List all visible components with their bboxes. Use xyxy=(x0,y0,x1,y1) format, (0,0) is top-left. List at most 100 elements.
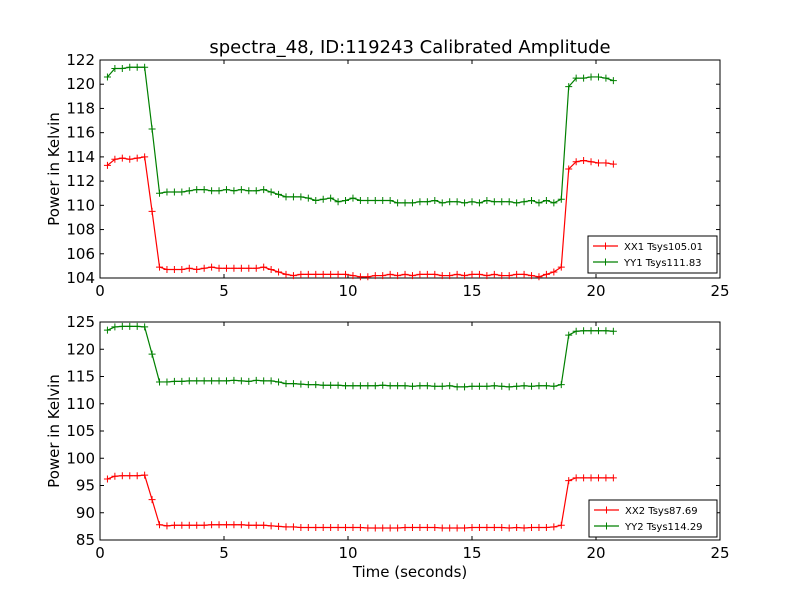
data-point xyxy=(535,523,543,531)
data-point xyxy=(468,523,476,531)
data-point xyxy=(245,377,253,385)
x-axis-label: Time (seconds) xyxy=(352,563,468,581)
data-point xyxy=(319,381,327,389)
data-point xyxy=(304,381,312,389)
data-point xyxy=(498,382,506,390)
data-point xyxy=(148,496,156,504)
data-point xyxy=(386,382,394,390)
data-point xyxy=(557,263,565,271)
data-point xyxy=(170,521,178,529)
data-point xyxy=(401,270,409,278)
x-tick-label: 25 xyxy=(710,544,729,562)
data-point xyxy=(200,186,208,194)
data-point xyxy=(565,165,573,173)
data-point xyxy=(193,266,201,274)
data-point xyxy=(520,382,528,390)
data-point xyxy=(334,523,342,531)
data-point xyxy=(408,199,416,207)
legend-label: YY1 Tsys111.83 xyxy=(623,258,702,269)
data-point xyxy=(609,327,617,335)
data-point xyxy=(334,198,342,206)
data-point xyxy=(327,194,335,202)
data-point xyxy=(312,523,320,531)
data-point xyxy=(572,74,580,82)
data-point xyxy=(133,472,141,480)
data-point xyxy=(431,270,439,278)
y-tick-label: 112 xyxy=(66,172,95,190)
data-point xyxy=(475,523,483,531)
data-point xyxy=(156,521,164,529)
data-point xyxy=(490,523,498,531)
data-point xyxy=(260,186,268,194)
y-tick-label: 122 xyxy=(66,51,95,69)
data-point xyxy=(356,523,364,531)
data-point xyxy=(609,160,617,168)
data-point xyxy=(126,322,134,330)
data-point xyxy=(200,264,208,272)
data-point xyxy=(386,524,394,532)
data-point xyxy=(126,472,134,480)
data-point xyxy=(542,196,550,204)
data-point xyxy=(587,73,595,81)
data-point xyxy=(572,474,580,482)
data-point xyxy=(550,382,558,390)
data-point xyxy=(334,381,342,389)
data-point xyxy=(423,270,431,278)
data-point xyxy=(557,195,565,203)
legend-label: XX1 Tsys105.01 xyxy=(624,242,703,253)
data-point xyxy=(408,382,416,390)
data-point xyxy=(423,523,431,531)
data-point xyxy=(103,161,111,169)
y-tick-label: 85 xyxy=(76,531,95,549)
data-point xyxy=(141,153,149,161)
data-point xyxy=(222,186,230,194)
data-point xyxy=(587,474,595,482)
legend-marker xyxy=(602,258,609,266)
x-tick-label: 25 xyxy=(710,282,729,300)
top-panel: 0 5 10 15 20 25 104 106 108 110 112 114 116 118 120 122… xyxy=(45,51,730,300)
data-point xyxy=(349,194,357,202)
data-point xyxy=(513,382,521,390)
data-point xyxy=(133,63,141,71)
data-point xyxy=(542,382,550,390)
data-point xyxy=(401,382,409,390)
data-point xyxy=(185,187,193,195)
y-tick-label: 100 xyxy=(66,449,95,467)
data-point xyxy=(170,188,178,196)
data-point xyxy=(602,474,610,482)
data-point xyxy=(356,382,364,390)
data-point xyxy=(111,155,119,163)
data-point xyxy=(103,475,111,483)
data-point xyxy=(245,264,253,272)
data-point xyxy=(446,382,454,390)
x-tick-label: 5 xyxy=(219,282,229,300)
bottom-panel: 0 5 10 15 20 25 85 90 95 100 105 110 115 120 125 Power … xyxy=(45,313,730,581)
data-point xyxy=(237,264,245,272)
data-point xyxy=(565,477,573,485)
data-point xyxy=(386,196,394,204)
data-point xyxy=(438,524,446,532)
legend-marker xyxy=(602,242,609,250)
data-point xyxy=(193,377,201,385)
data-point xyxy=(215,187,223,195)
data-point xyxy=(141,471,149,479)
data-point xyxy=(542,270,550,278)
data-point xyxy=(193,186,201,194)
data-point xyxy=(126,155,134,163)
data-point xyxy=(535,199,543,207)
data-point xyxy=(148,350,156,358)
data-point xyxy=(461,272,469,280)
data-point xyxy=(565,331,573,339)
y-tick-label: 120 xyxy=(66,75,95,93)
data-point xyxy=(178,188,186,196)
data-point xyxy=(312,270,320,278)
data-point xyxy=(580,474,588,482)
data-point xyxy=(438,382,446,390)
data-point xyxy=(602,159,610,167)
data-point xyxy=(431,382,439,390)
data-point xyxy=(118,154,126,162)
data-point xyxy=(364,196,372,204)
data-point xyxy=(170,377,178,385)
legend-label: XX2 Tsys87.69 xyxy=(625,506,698,517)
